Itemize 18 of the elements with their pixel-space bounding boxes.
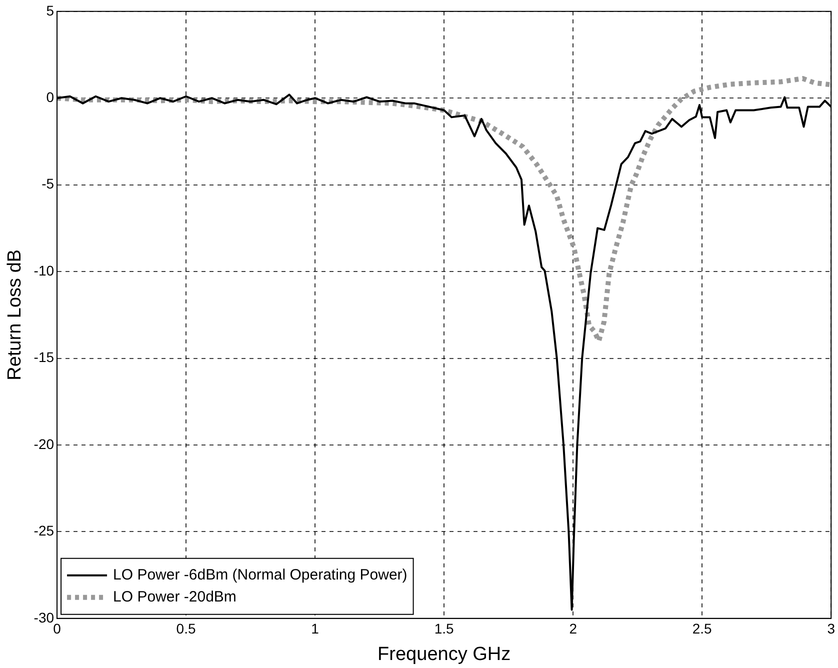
y-tick-label: -25 (34, 522, 54, 539)
x-tick-label: 1.5 (434, 620, 454, 637)
y-tick-label: -30 (34, 609, 54, 626)
y-axis-title: Return Loss dB (4, 249, 26, 380)
x-tick-label: 2.5 (692, 620, 712, 637)
x-tick-label: 0.5 (176, 620, 196, 637)
y-tick-label: -20 (34, 436, 54, 452)
x-axis-title: Frequency GHz (378, 644, 511, 665)
x-tick-label: 2 (569, 620, 578, 637)
y-tick-label: -15 (34, 349, 54, 366)
y-tick-label: -10 (34, 262, 54, 278)
x-tick-label: 1 (311, 620, 320, 637)
y-tick-label: -5 (42, 176, 54, 192)
legend-label: LO Power -20dBm (113, 588, 236, 606)
y-tick-label: 0 (46, 88, 54, 105)
x-tick-label: 3 (827, 620, 836, 637)
y-tick-label: 5 (46, 2, 54, 18)
legend-label: LO Power -6dBm (Normal Operating Power) (113, 566, 408, 584)
